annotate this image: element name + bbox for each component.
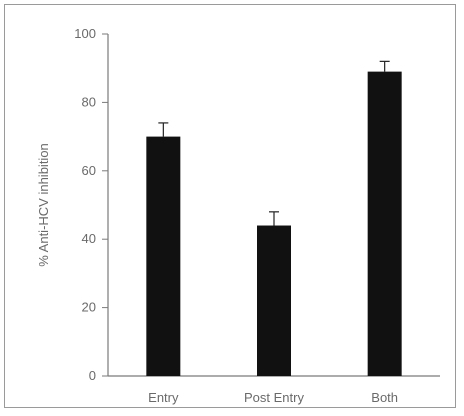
- y-tick-label-60: 60: [82, 163, 96, 178]
- x-tick-label-entry: Entry: [148, 390, 179, 405]
- y-tick-label-0: 0: [89, 368, 96, 383]
- bars: [146, 60, 402, 377]
- x-tick-label-post-entry: Post Entry: [244, 390, 304, 405]
- bar-post-entry: [257, 225, 291, 376]
- y-axis-label: % Anti-HCV inhibition: [36, 143, 51, 267]
- chart-frame: [4, 4, 456, 408]
- bar-entry: [146, 136, 181, 376]
- y-tick-label-20: 20: [82, 300, 96, 315]
- x-tick-label-both: Both: [371, 390, 398, 405]
- x-category-labels: Entry Post Entry Both: [148, 390, 398, 405]
- bar-both: [367, 71, 402, 377]
- y-tick-label-100: 100: [74, 26, 96, 41]
- y-tick-label-40: 40: [82, 231, 96, 246]
- y-ticks: 0 20 40 60 80 100: [74, 26, 108, 383]
- y-tick-label-80: 80: [82, 94, 96, 109]
